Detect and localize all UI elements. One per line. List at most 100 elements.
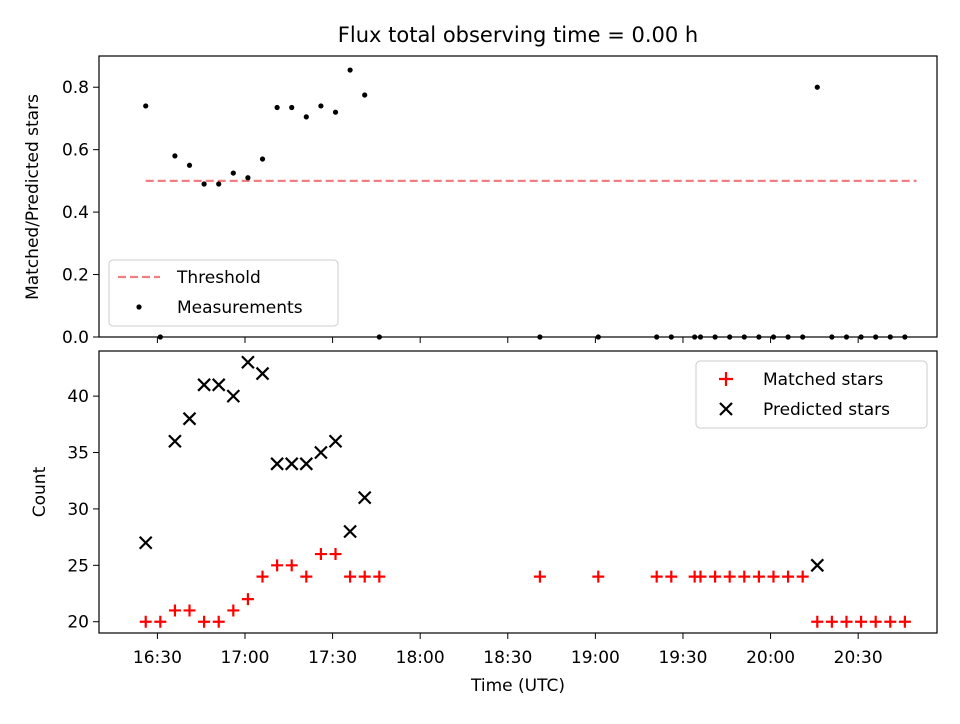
matched-stars-point xyxy=(738,570,751,583)
x-tick-label: 17:30 xyxy=(308,648,357,668)
matched-stars-point xyxy=(811,615,824,628)
bottom-legend-box xyxy=(695,360,928,429)
matched-stars-point xyxy=(314,548,327,561)
top-y-axis-label: Matched/Predicted stars xyxy=(23,94,43,300)
measurement-point xyxy=(318,103,324,109)
measurement-point xyxy=(245,175,251,181)
measurement-point xyxy=(274,104,280,111)
matched-stars-point xyxy=(344,570,357,583)
predicted-stars-point xyxy=(226,389,241,403)
bottom-y-tick-label: 25 xyxy=(67,556,89,576)
matched-stars-point xyxy=(825,615,838,628)
top-chart-title: Flux total observing time = 0.00 h xyxy=(338,23,698,47)
matched-stars-point xyxy=(358,570,371,583)
matched-legend-swatch xyxy=(719,372,733,386)
bottom-y-axis-label: Count xyxy=(30,466,50,517)
predicted-stars-point xyxy=(284,457,299,471)
bottom-y-tick-label: 40 xyxy=(67,387,89,407)
matched-stars-point xyxy=(168,604,181,617)
predicted-stars-point xyxy=(357,490,372,505)
matched-stars-point xyxy=(198,615,211,628)
top-y-tick-label: 0.0 xyxy=(62,328,89,348)
matched-stars-point xyxy=(752,570,765,583)
matched-stars-point xyxy=(533,570,546,583)
matched-stars-point xyxy=(767,570,780,583)
matched-stars-point xyxy=(855,615,868,628)
x-tick-label: 19:00 xyxy=(571,648,620,668)
matched-stars-point xyxy=(884,615,897,628)
matched-stars-point xyxy=(592,570,605,583)
predicted-stars-point xyxy=(343,524,357,539)
x-tick-label: 19:30 xyxy=(658,648,707,668)
matched-stars-point xyxy=(694,570,707,583)
x-tick-label: 17:00 xyxy=(220,648,269,668)
predicted-stars-point xyxy=(270,457,284,471)
top-panel: 0.0 0.2 0.4 0.6 0.8 xyxy=(62,67,917,348)
matched-stars-point xyxy=(256,570,269,583)
matched-stars-point xyxy=(241,593,254,606)
measurement-point xyxy=(289,104,295,111)
matched-stars-point xyxy=(154,615,167,628)
top-legend: Threshold Measurements xyxy=(108,259,339,327)
bottom-panel: 20 25 30 35 40 16:30 17:00 17:30 18:00 18:30 19:00… xyxy=(67,355,911,668)
predicted-stars-point xyxy=(197,378,211,392)
matched-stars-point xyxy=(271,559,284,572)
matched-stars-point xyxy=(650,570,663,583)
matched-stars-point xyxy=(300,570,313,583)
bottom-y-tick-label: 20 xyxy=(67,613,89,633)
matched-stars-point xyxy=(840,615,853,628)
measurement-point xyxy=(201,181,207,187)
matched-stars-point xyxy=(373,570,386,583)
measurement-point xyxy=(172,153,178,159)
measurement-point xyxy=(230,170,236,176)
measurement-point xyxy=(186,162,193,168)
measurement-point xyxy=(303,114,309,120)
predicted-stars-point xyxy=(314,445,328,460)
top-legend-box xyxy=(108,259,339,327)
top-plot-frame xyxy=(98,55,938,338)
bottom-legend: Matched stars Predicted stars xyxy=(695,360,928,429)
measurement-point xyxy=(814,84,820,90)
predicted-stars-point xyxy=(182,411,197,426)
predicted-legend-label: Predicted stars xyxy=(763,400,890,420)
matched-stars-point xyxy=(183,604,196,617)
matched-stars-point xyxy=(212,615,225,628)
measurements-legend-swatch xyxy=(136,304,142,310)
top-y-tick-label: 0.4 xyxy=(62,203,89,223)
measurement-point xyxy=(216,181,222,187)
matched-stars-point xyxy=(782,570,795,583)
matched-stars-point xyxy=(898,615,911,628)
measurement-point xyxy=(362,92,368,98)
x-axis-label: Time (UTC) xyxy=(470,676,565,696)
x-tick-label: 20:00 xyxy=(746,648,795,668)
measurement-point xyxy=(347,67,353,73)
predicted-stars-point xyxy=(211,378,226,392)
predicted-stars-point xyxy=(168,434,182,449)
threshold-legend-label: Threshold xyxy=(176,268,261,288)
predicted-stars-point xyxy=(328,434,343,449)
measurement-point xyxy=(332,109,339,115)
predicted-stars-point xyxy=(138,535,153,550)
matched-stars-point xyxy=(329,548,342,561)
matched-stars-point xyxy=(723,570,736,583)
predicted-stars-point xyxy=(810,558,825,573)
matched-stars-point xyxy=(709,570,722,583)
x-tick-label: 16:30 xyxy=(133,648,182,668)
x-tick-label: 20:30 xyxy=(834,648,883,668)
x-tick-label: 18:30 xyxy=(483,648,532,668)
x-tick-label: 18:00 xyxy=(396,648,445,668)
predicted-stars-point xyxy=(241,355,255,370)
bottom-y-tick-label: 30 xyxy=(67,500,89,520)
predicted-legend-swatch xyxy=(719,402,733,416)
matched-stars-point xyxy=(796,570,809,583)
measurement-point xyxy=(259,156,266,162)
top-y-tick-label: 0.6 xyxy=(62,141,89,161)
matched-stars-point xyxy=(285,559,298,572)
bottom-y-tick-label: 35 xyxy=(67,444,89,464)
matched-stars-point xyxy=(227,604,240,617)
top-y-tick-label: 0.8 xyxy=(62,78,89,98)
matched-stars-point xyxy=(869,615,882,628)
matched-stars-point xyxy=(665,570,678,583)
